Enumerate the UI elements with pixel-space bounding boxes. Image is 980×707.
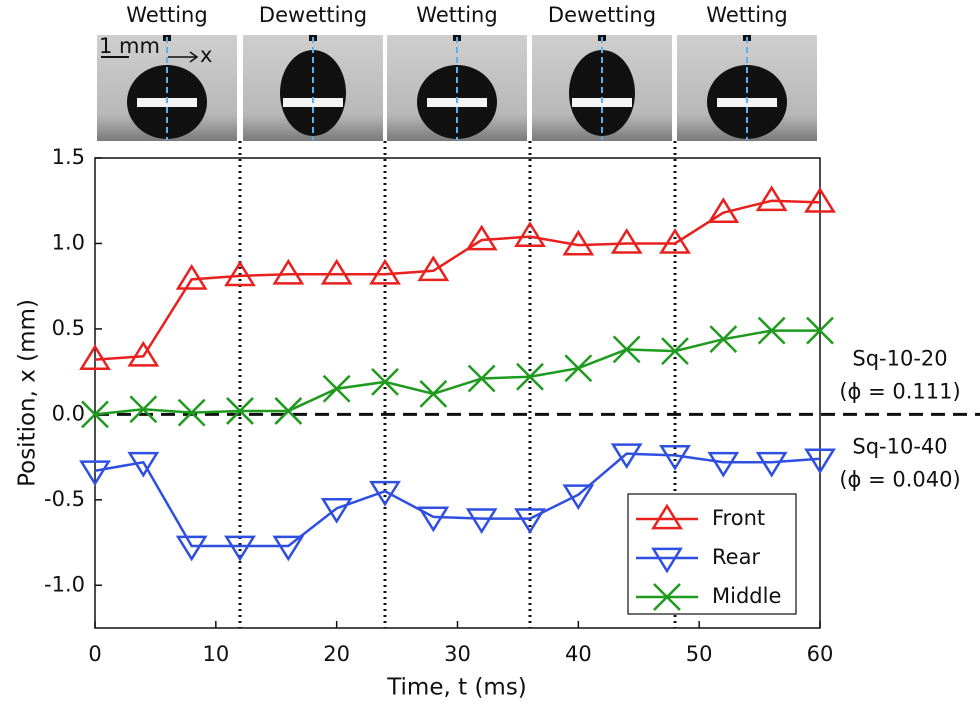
marker	[659, 228, 691, 254]
panel-label: Dewetting	[548, 3, 656, 27]
legend-marker	[651, 503, 683, 530]
marker	[274, 397, 303, 425]
x-tick-label: 20	[323, 642, 350, 666]
marker	[272, 535, 305, 562]
marker	[804, 448, 836, 475]
marker	[369, 480, 401, 507]
marker	[79, 460, 111, 487]
y-axis-label: Position, x (mm)	[15, 299, 41, 487]
x-tick-label: 0	[88, 642, 101, 666]
legend-label: Front	[712, 506, 765, 530]
photo-axis-arrowhead	[189, 51, 199, 63]
marker	[226, 397, 254, 425]
marker	[564, 354, 593, 383]
y-tick-label: 1.5	[52, 145, 85, 169]
marker	[224, 260, 256, 287]
marker	[661, 337, 689, 366]
panel-label: Wetting	[416, 3, 497, 27]
marker	[320, 498, 353, 524]
marker	[610, 443, 643, 470]
marker	[417, 255, 450, 282]
x-tick-label: 30	[444, 642, 471, 666]
marker	[465, 224, 498, 251]
marker	[224, 535, 256, 562]
marker	[514, 221, 546, 247]
x-axis-label: Time, t (ms)	[386, 675, 527, 701]
x-tick-label: 10	[202, 642, 229, 666]
marker	[127, 340, 160, 367]
marker	[417, 506, 450, 533]
y-tick-label: 1.0	[52, 230, 85, 254]
marker	[806, 316, 834, 345]
marker	[127, 451, 160, 478]
marker	[757, 316, 786, 345]
marker	[322, 374, 351, 403]
marker	[81, 400, 109, 429]
marker	[79, 344, 111, 371]
series-line	[94, 452, 821, 548]
legend-marker	[651, 547, 683, 574]
marker	[175, 535, 208, 562]
marker	[514, 508, 546, 534]
marker	[755, 451, 788, 478]
marker	[465, 508, 498, 534]
marker	[659, 445, 691, 471]
marker	[175, 263, 208, 290]
legend-marker	[653, 583, 681, 611]
marker	[755, 185, 788, 212]
marker	[419, 379, 448, 408]
marker	[369, 258, 401, 285]
legend-label: Rear	[712, 545, 760, 569]
marker	[562, 229, 595, 256]
panel-label: Wetting	[706, 3, 787, 27]
y-tick-label: -0.5	[44, 487, 85, 511]
y-tick-label: 0.0	[52, 401, 85, 425]
annotation: Sq-10-20	[852, 346, 947, 370]
legend-label: Middle	[712, 584, 781, 608]
marker	[804, 187, 836, 213]
marker	[516, 362, 544, 391]
annotation: Sq-10-40	[852, 434, 947, 458]
photo-axis-label: x	[200, 43, 212, 67]
x-tick-label: 50	[686, 642, 713, 666]
x-tick-label: 60	[807, 642, 834, 666]
photo-strip: Wetting Dewetting Wetting Dewetting Wetting 1…	[97, 3, 817, 141]
marker	[707, 197, 740, 224]
marker	[610, 228, 643, 254]
annotation: (ϕ = 0.111)	[839, 379, 960, 403]
marker	[709, 325, 738, 354]
marker	[177, 398, 206, 427]
marker	[320, 258, 353, 285]
marker	[467, 364, 496, 393]
y-tick-label: 0.5	[52, 316, 85, 340]
annotation: (ϕ = 0.040)	[839, 467, 960, 491]
marker	[612, 335, 641, 364]
series-line	[94, 329, 820, 416]
panel-label: Wetting	[126, 3, 207, 27]
panel-label: Dewetting	[259, 3, 367, 27]
marker	[707, 451, 740, 478]
y-tick-label: -1.0	[44, 572, 85, 596]
series-line	[94, 199, 821, 361]
scale-label: 1 mm	[99, 34, 160, 58]
x-tick-label: 40	[565, 642, 592, 666]
marker	[272, 258, 305, 285]
marker	[129, 395, 158, 424]
marker	[562, 484, 595, 511]
marker	[371, 368, 399, 396]
